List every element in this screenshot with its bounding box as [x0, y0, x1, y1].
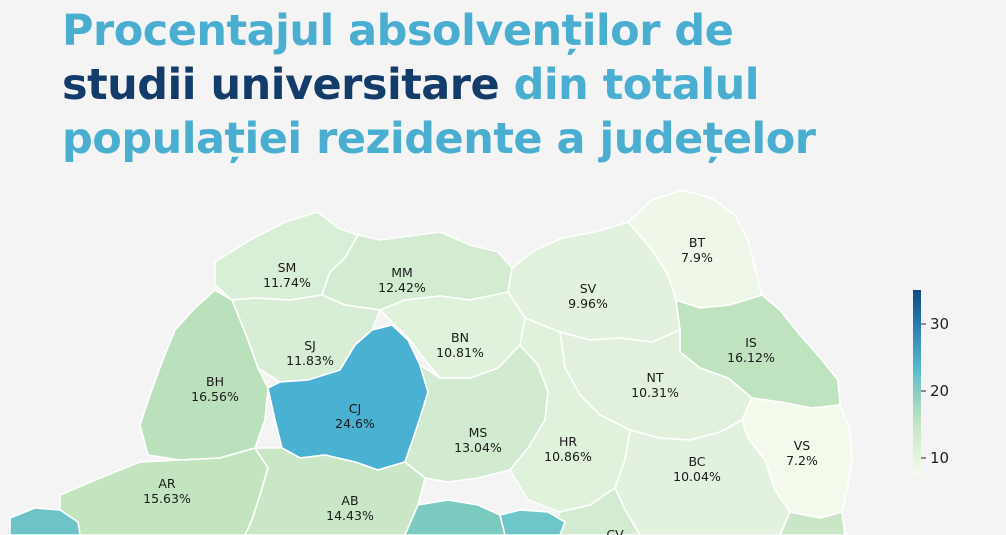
label-value-sj: 11.83% [286, 353, 334, 368]
label-code-bh: BH [206, 374, 224, 389]
label-value-hr: 10.86% [544, 449, 592, 464]
label-code-ms: MS [469, 425, 488, 440]
label-value-bc: 10.04% [673, 469, 721, 484]
county-bh [139, 289, 269, 461]
label-value-nt: 10.31% [631, 385, 679, 400]
county-ab [244, 447, 426, 535]
county-labels: SM 11.74% MM 12.42% BT 7.9% SV 9.96% SJ … [143, 235, 818, 535]
label-code-ab: AB [341, 493, 358, 508]
county-partial-west [9, 507, 81, 535]
title-part-3: din totalul [499, 60, 760, 110]
label-value-bh: 16.56% [191, 389, 239, 404]
label-code-sv: SV [580, 281, 597, 296]
label-code-cv: CV [606, 527, 624, 535]
label-value-ms: 13.04% [454, 440, 502, 455]
title-emphasis: studii universitare [62, 60, 500, 110]
label-code-bc: BC [688, 454, 705, 469]
label-value-sm: 11.74% [263, 275, 311, 290]
title-part-1: Procentajul absolvenților de [62, 6, 734, 56]
colorbar: 10 20 30 [913, 290, 949, 476]
county-partial-south-1 [404, 499, 506, 535]
label-code-hr: HR [559, 434, 577, 449]
label-code-sm: SM [278, 260, 297, 275]
label-value-ab: 14.43% [326, 508, 374, 523]
colorbar-tick-20: 20 [930, 382, 949, 400]
label-value-bn: 10.81% [436, 345, 484, 360]
county-partial-south-3 [779, 511, 846, 535]
title-part-4: populației rezidente a județelor [62, 114, 816, 164]
colorbar-tick-30: 30 [930, 315, 949, 333]
label-value-mm: 12.42% [378, 280, 426, 295]
county-cv [551, 487, 641, 535]
label-code-cj: CJ [349, 401, 361, 416]
label-code-is: IS [745, 335, 757, 350]
label-code-bn: BN [451, 330, 469, 345]
label-value-bt: 7.9% [681, 250, 713, 265]
map-title: Procentajul absolvenților de studii univ… [62, 4, 992, 166]
label-value-is: 16.12% [727, 350, 775, 365]
label-code-sj: SJ [304, 338, 316, 353]
county-partial-south-2 [499, 509, 566, 535]
label-code-nt: NT [647, 370, 664, 385]
label-code-bt: BT [689, 235, 706, 250]
colorbar-tick-10: 10 [930, 449, 949, 467]
label-value-sv: 9.96% [568, 296, 608, 311]
label-value-vs: 7.2% [786, 453, 818, 468]
label-code-mm: MM [391, 265, 413, 280]
label-code-ar: AR [158, 476, 176, 491]
label-code-vs: VS [794, 438, 811, 453]
label-value-cj: 24.6% [335, 416, 375, 431]
label-value-ar: 15.63% [143, 491, 191, 506]
colorbar-gradient [913, 290, 921, 476]
